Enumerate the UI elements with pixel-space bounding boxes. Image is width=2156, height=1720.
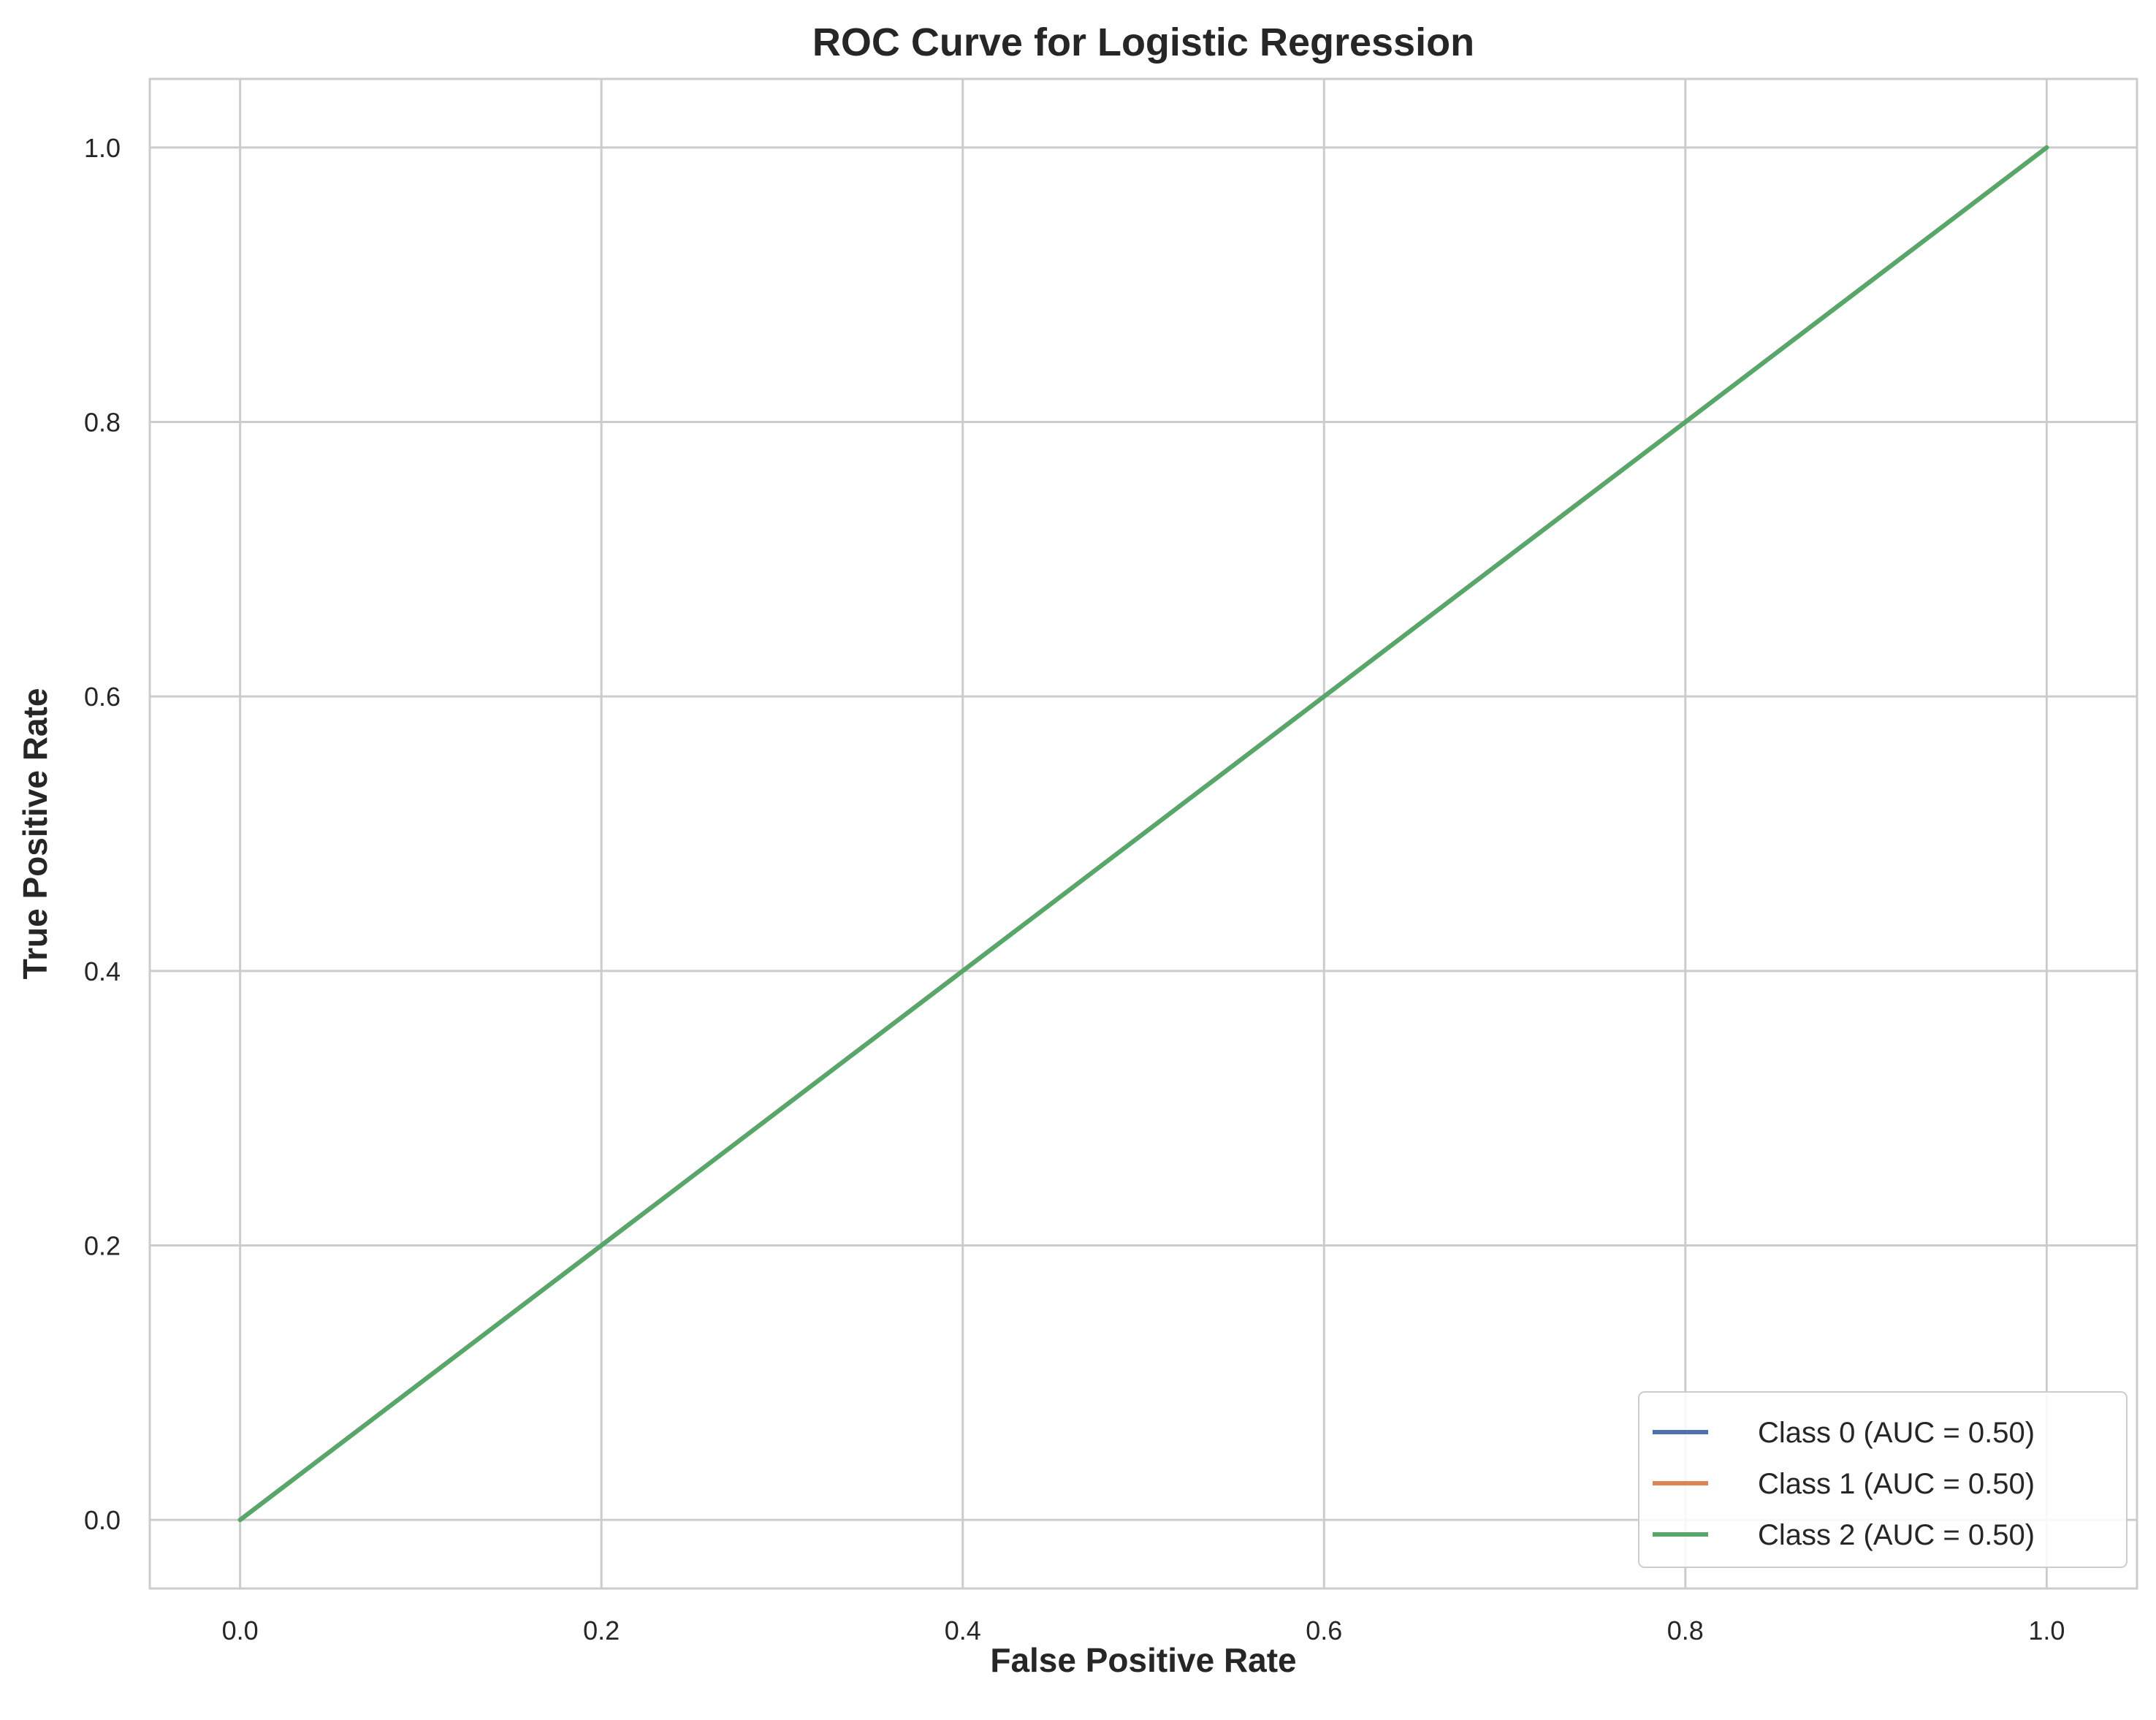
plot-frame <box>148 77 2138 1590</box>
chart-title: ROC Curve for Logistic Regression <box>812 20 1474 64</box>
legend-label-class-1: Class 1 (AUC = 0.50) <box>1758 1468 2035 1500</box>
y-tick-label: 0.6 <box>84 682 121 712</box>
legend-label-class-2: Class 2 (AUC = 0.50) <box>1758 1519 2035 1551</box>
legend-box <box>1638 1391 2128 1568</box>
y-tick-label: 1.0 <box>84 133 121 163</box>
y-tick-label: 0.8 <box>84 408 121 438</box>
y-tick-label: 0.0 <box>84 1505 121 1535</box>
legend: Class 0 (AUC = 0.50) Class 1 (AUC = 0.50)… <box>1638 1391 2128 1568</box>
x-tick-label: 0.8 <box>1667 1616 1704 1645</box>
series-line-class-2 <box>237 145 2049 1523</box>
y-tick-labels: 0.0 0.2 0.4 0.6 0.8 1.0 <box>84 133 121 1535</box>
y-tick-label: 0.4 <box>84 956 121 986</box>
y-tick-label: 0.2 <box>84 1230 121 1260</box>
x-tick-label: 0.2 <box>583 1616 620 1645</box>
x-tick-label: 0.0 <box>222 1616 259 1645</box>
y-axis-label: True Positive Rate <box>16 688 54 980</box>
x-axis-label: False Positive Rate <box>990 1641 1296 1679</box>
series-lines <box>237 145 2049 1523</box>
grid-lines <box>150 79 2137 1588</box>
x-tick-labels: 0.0 0.2 0.4 0.6 0.8 1.0 <box>222 1616 2065 1645</box>
legend-label-class-0: Class 0 (AUC = 0.50) <box>1758 1417 2035 1449</box>
x-tick-label: 0.4 <box>945 1616 981 1645</box>
x-tick-label: 1.0 <box>2028 1616 2065 1645</box>
x-tick-label: 0.6 <box>1306 1616 1342 1645</box>
